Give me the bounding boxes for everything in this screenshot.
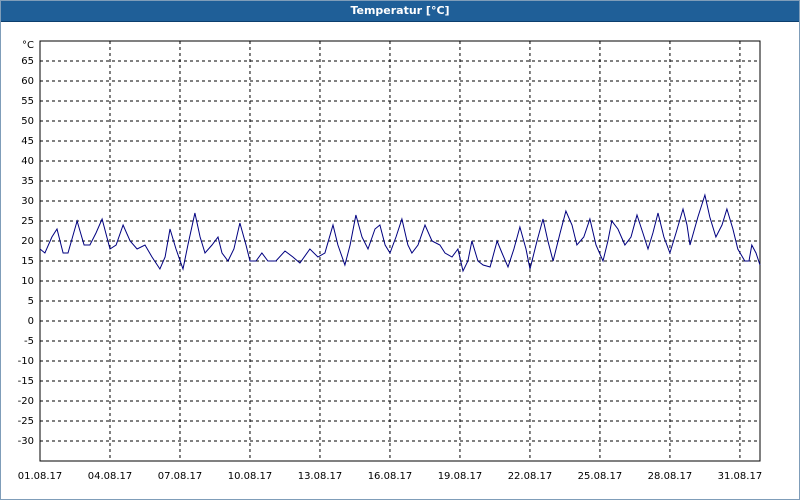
title-bar: Temperatur [°C] — [1, 1, 799, 22]
x-tick-label: 13.08.17 — [298, 471, 343, 482]
y-tick-label: 35 — [21, 176, 34, 187]
x-tick-label: 19.08.17 — [438, 471, 483, 482]
x-tick-label: 10.08.17 — [228, 471, 273, 482]
y-tick-label: -10 — [18, 356, 34, 367]
y-tick-label: 0 — [28, 316, 34, 327]
y-tick-label: 45 — [21, 136, 34, 147]
y-tick-label: 50 — [21, 116, 34, 127]
x-tick-label: 25.08.17 — [578, 471, 623, 482]
y-unit: °C — [22, 40, 34, 51]
y-tick-label: -20 — [18, 396, 34, 407]
y-tick-label: 65 — [21, 56, 34, 67]
y-tick-label: 25 — [21, 216, 34, 227]
y-tick-label: 5 — [28, 296, 34, 307]
temperature-line — [39, 193, 761, 273]
y-tick-label: 10 — [21, 276, 34, 287]
chart: °C -30 -25 -20 -15 -10 -5 0 5 10 15 20 25 30 35 40 45 50 5… — [18, 40, 763, 482]
x-tick-label: 04.08.17 — [88, 471, 133, 482]
y-tick-label: 40 — [21, 156, 34, 167]
x-tick-label: 07.08.17 — [158, 471, 203, 482]
y-tick-label: -15 — [18, 376, 34, 387]
y-tick-label: -5 — [24, 336, 34, 347]
y-tick-label: 20 — [21, 236, 34, 247]
y-tick-label: 30 — [21, 196, 34, 207]
x-tick-label: 28.08.17 — [648, 471, 693, 482]
y-tick-label: 15 — [21, 256, 34, 267]
y-tick-label: -30 — [18, 436, 34, 447]
x-tick-label: 01.08.17 — [18, 471, 63, 482]
x-tick-label: 22.08.17 — [508, 471, 553, 482]
y-tick-label: 60 — [21, 76, 34, 87]
plot-area — [39, 40, 761, 462]
x-tick-label: 31.08.17 — [718, 471, 763, 482]
y-tick-label: 55 — [21, 96, 34, 107]
y-tick-label: -25 — [18, 416, 34, 427]
x-tick-label: 16.08.17 — [368, 471, 413, 482]
